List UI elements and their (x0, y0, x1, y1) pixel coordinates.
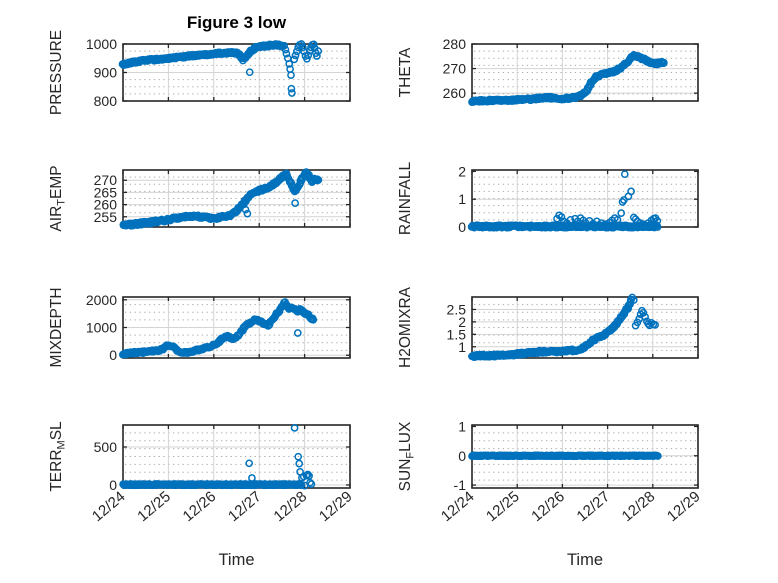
y-tick-label-rainfall: 1 (458, 191, 466, 207)
y-tick-label-air-temp: 270 (94, 172, 118, 188)
y-tick-label-pressure: 800 (94, 93, 118, 109)
y-tick-label-air-temp: 255 (94, 209, 118, 225)
y-tick-label-h2omixra: 1 (458, 339, 466, 355)
tick-marks (122, 170, 351, 227)
minor-grid (474, 176, 696, 221)
y-tick-label-terr-msl: 500 (94, 439, 118, 455)
axes-box (471, 296, 699, 359)
subplot-mixdepth: 2000 1000 0 MIXDEPTH (48, 287, 351, 368)
series-markers-terr-msl (119, 424, 316, 490)
figure-title: Figure 3 low (186, 13, 287, 32)
axes-box (471, 43, 699, 102)
y-axis-label-air-temp: AIRTEMP (48, 165, 68, 231)
y-tick-label-theta: 280 (443, 36, 467, 52)
y-tick-label-mixdepth: 1000 (86, 320, 117, 336)
series-markers-sun-flux (468, 451, 662, 461)
series-markers-pressure (118, 40, 323, 97)
y-axis-label-mixdepth: MIXDEPTH (48, 287, 65, 367)
y-tick-label-pressure: 900 (94, 65, 118, 81)
series-markers-rainfall (467, 170, 662, 232)
y-tick-label-pressure: 1000 (86, 36, 117, 52)
y-tick-label-sun-flux: -1 (454, 477, 467, 493)
x-tick-label: 12/27 (573, 488, 613, 525)
y-tick-label-theta: 260 (443, 85, 467, 101)
y-axis-label-sun-flux: SUNFLUX (397, 421, 417, 491)
y-tick-label-terr-msl: 0 (109, 477, 117, 493)
x-tick-label: 12/29 (664, 488, 704, 525)
series-markers-mixdepth (118, 298, 318, 359)
series-markers-air-temp (119, 168, 323, 230)
y-tick-label-air-temp: 265 (94, 184, 118, 200)
y-tick-label-h2omixra: 2.5 (447, 301, 467, 317)
y-axis-label-theta: THETA (397, 47, 414, 97)
y-tick-label-theta: 270 (443, 61, 467, 77)
x-tick-label: 12/28 (619, 488, 659, 525)
x-tick-label: 12/25 (134, 488, 174, 525)
x-tick-label: 12/26 (528, 488, 568, 525)
major-grid (124, 298, 349, 357)
y-tick-label-h2omixra: 2 (458, 314, 466, 330)
y-tick-label-sun-flux: 0 (458, 448, 466, 464)
subplot-terr-msl: 500 0 TERRMSL 12/24 12/25 12/26 12/27 12/28 12/2… (48, 421, 356, 525)
y-tick-label-rainfall: 0 (458, 219, 466, 235)
y-axis-label-h2omixra: H2OMIXRA (397, 286, 414, 368)
y-tick-label-air-temp: 260 (94, 197, 118, 213)
x-tick-label: 12/25 (483, 488, 523, 525)
tick-marks (122, 297, 351, 358)
y-tick-label-sun-flux: 1 (458, 418, 466, 434)
subplot-sun-flux: 1 0 -1 SUNFLUX 12/24 12/25 12/26 12/27 12/28 12/2… (397, 418, 704, 525)
x-axis-label-left: Time (218, 551, 255, 569)
x-tick-label: 12/26 (180, 488, 220, 525)
minor-grid (125, 432, 348, 481)
y-axis-label-pressure: PRESSURE (48, 30, 65, 115)
y-tick-label-mixdepth: 2000 (86, 292, 117, 308)
y-axis-label-terr-msl: TERRMSL (48, 421, 68, 492)
subplot-h2omixra: 2.521.51 H2OMIXRA (397, 286, 699, 368)
series-markers-theta (468, 51, 668, 106)
x-axis-label-right: Time (566, 551, 604, 569)
x-tick-label: 12/28 (270, 488, 310, 525)
y-tick-label-mixdepth: 0 (109, 347, 117, 363)
subplot-theta: 280 270 260 THETA (397, 36, 699, 106)
y-tick-label-rainfall: 2 (458, 163, 466, 179)
x-tick-label: 12/24 (438, 488, 478, 525)
y-tick-label-h2omixra: 1.5 (447, 326, 467, 342)
tick-marks (471, 425, 699, 488)
x-tick-label: 12/24 (89, 488, 129, 525)
series-markers-h2omixra (468, 293, 659, 362)
y-axis-label-rainfall: RAINFALL (397, 162, 414, 236)
subplot-pressure: 1000 900 800 PRESSURE (48, 30, 351, 115)
axes-box (122, 169, 351, 228)
subplot-rainfall: 2 1 0 RAINFALL (397, 162, 699, 236)
x-tick-label: 12/29 (316, 488, 356, 525)
x-tick-label: 12/27 (225, 488, 265, 525)
